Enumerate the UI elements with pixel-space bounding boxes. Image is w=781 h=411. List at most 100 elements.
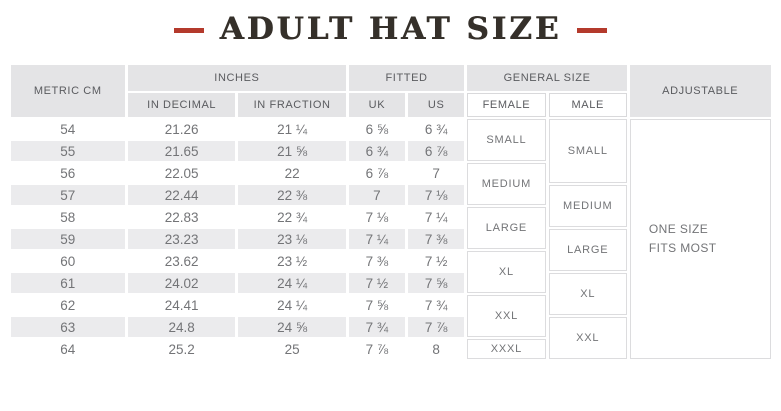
in-decimal-cell: 25.2	[127, 339, 236, 359]
page-title: ADULT HAT SIZE	[0, 0, 781, 59]
female-size-cell: LARGE	[467, 207, 546, 249]
uk-cell: 7 ½	[348, 273, 406, 293]
us-cell: 7	[408, 163, 465, 183]
header-row-1: METRIC CM INCHES FITTED GENERAL SIZE ADJ…	[10, 65, 771, 117]
us-cell: 7 ⅞	[408, 317, 465, 337]
uk-cell: 6 ⅞	[348, 163, 406, 183]
us-cell: 7 ⅝	[408, 273, 465, 293]
in-decimal-cell: 24.41	[127, 295, 236, 315]
metric-cm-cell: 61	[10, 273, 125, 293]
col-header-adjustable: ADJUSTABLE	[629, 65, 771, 117]
uk-cell: 7 ¼	[348, 229, 406, 249]
female-size-cell: XXXL	[467, 339, 546, 359]
in-decimal-cell: 23.62	[127, 251, 236, 271]
uk-cell: 7	[348, 185, 406, 205]
uk-cell: 7 ⅝	[348, 295, 406, 315]
in-fraction-cell: 22 ¾	[238, 207, 346, 227]
in-decimal-cell: 22.83	[127, 207, 236, 227]
col-header-male: MALE	[548, 93, 627, 117]
metric-cm-cell: 54	[10, 119, 125, 139]
col-header-metric-cm: METRIC CM	[10, 65, 125, 117]
in-fraction-cell: 23 ½	[238, 251, 346, 271]
col-header-female: FEMALE	[467, 93, 546, 117]
female-size-cell: XXL	[467, 295, 546, 337]
metric-cm-cell: 55	[10, 141, 125, 161]
in-fraction-cell: 24 ⅝	[238, 317, 346, 337]
col-header-general-size: GENERAL SIZE	[467, 65, 627, 91]
uk-cell: 6 ¾	[348, 141, 406, 161]
col-header-inches: INCHES	[127, 65, 346, 91]
male-size-cell: XXL	[548, 317, 627, 359]
metric-cm-cell: 60	[10, 251, 125, 271]
uk-cell: 7 ⅛	[348, 207, 406, 227]
in-decimal-cell: 23.23	[127, 229, 236, 249]
male-size-cell: XL	[548, 273, 627, 315]
metric-cm-cell: 57	[10, 185, 125, 205]
in-fraction-cell: 25	[238, 339, 346, 359]
us-cell: 7 ¼	[408, 207, 465, 227]
col-header-uk: UK	[348, 93, 406, 117]
us-cell: 8	[408, 339, 465, 359]
male-size-cell: SMALL	[548, 119, 627, 183]
in-fraction-cell: 21 ⅝	[238, 141, 346, 161]
us-cell: 7 ½	[408, 251, 465, 271]
col-header-fitted: FITTED	[348, 65, 465, 91]
uk-cell: 7 ⅞	[348, 339, 406, 359]
metric-cm-cell: 59	[10, 229, 125, 249]
title-dash-right	[577, 27, 608, 33]
us-cell: 7 ⅜	[408, 229, 465, 249]
us-cell: 7 ⅛	[408, 185, 465, 205]
uk-cell: 7 ⅜	[348, 251, 406, 271]
metric-cm-cell: 64	[10, 339, 125, 359]
in-decimal-cell: 22.05	[127, 163, 236, 183]
adjustable-text-line: FITS MOST	[648, 241, 717, 255]
col-header-in-decimal: IN DECIMAL	[127, 93, 236, 117]
title-dash-left	[173, 27, 204, 33]
metric-cm-cell: 63	[10, 317, 125, 337]
in-fraction-cell: 24 ¼	[238, 295, 346, 315]
us-cell: 6 ¾	[408, 119, 465, 139]
uk-cell: 6 ⅝	[348, 119, 406, 139]
header-row-2: IN DECIMAL IN FRACTION UK US FEMALE MALE	[11, 93, 771, 117]
adjustable-text-line: ONE SIZE	[648, 221, 709, 236]
in-fraction-cell: 21 ¼	[238, 119, 346, 139]
adjustable-cell: ONE SIZE FITS MOST	[629, 119, 771, 359]
table-row: 56 22.05 22 6 ⅞ 7 MEDIUM	[10, 163, 771, 205]
in-decimal-cell: 21.26	[127, 119, 236, 139]
metric-cm-cell: 62	[10, 295, 125, 315]
in-fraction-cell: 24 ¼	[238, 273, 346, 293]
in-decimal-cell: 24.8	[127, 317, 236, 337]
table-row: 64 25.2 25 7 ⅞ 8 XXXL	[10, 339, 771, 359]
page-title-text: ADULT HAT SIZE	[219, 11, 562, 47]
in-fraction-cell: 22	[238, 163, 346, 183]
in-fraction-cell: 23 ⅛	[238, 229, 346, 249]
metric-cm-cell: 58	[10, 207, 125, 227]
female-size-cell: SMALL	[467, 119, 546, 161]
in-decimal-cell: 21.65	[127, 141, 236, 161]
us-cell: 7 ¾	[408, 295, 465, 315]
uk-cell: 7 ¾	[348, 317, 406, 337]
col-header-in-fraction: IN FRACTION	[238, 93, 346, 117]
female-size-cell: MEDIUM	[467, 163, 546, 205]
in-fraction-cell: 22 ⅜	[238, 185, 346, 205]
male-size-cell: MEDIUM	[548, 185, 627, 227]
hat-size-table: METRIC CM INCHES FITTED GENERAL SIZE ADJ…	[8, 63, 774, 361]
female-size-cell: XL	[467, 251, 546, 293]
us-cell: 6 ⅞	[408, 141, 465, 161]
in-decimal-cell: 24.02	[127, 273, 236, 293]
metric-cm-cell: 56	[10, 163, 125, 183]
in-decimal-cell: 22.44	[127, 185, 236, 205]
col-header-us: US	[408, 93, 465, 117]
male-size-cell: LARGE	[548, 229, 627, 271]
